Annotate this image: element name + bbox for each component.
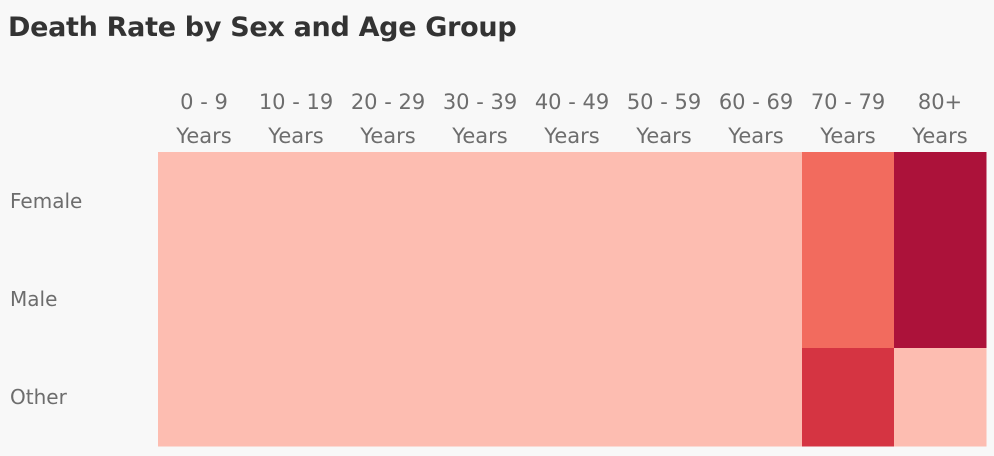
heatmap-cell[interactable] xyxy=(802,250,895,349)
column-labels: 0 - 9 Years 10 - 19 Years 20 - 29 Years 30 - 3… xyxy=(175,90,967,148)
column-label: Years xyxy=(451,124,507,148)
heatmap-cell[interactable] xyxy=(158,348,251,447)
column-label: Years xyxy=(543,124,599,148)
heatmap-cell[interactable] xyxy=(710,348,803,447)
column-label: 70 - 79 xyxy=(811,90,885,114)
heatmap-cell[interactable] xyxy=(342,348,435,447)
column-label: Years xyxy=(819,124,875,148)
heatmap-cell[interactable] xyxy=(434,152,527,251)
heatmap-cell[interactable] xyxy=(618,152,711,251)
row-label: Other xyxy=(10,385,68,409)
column-label: Years xyxy=(911,124,967,148)
column-label: 40 - 49 xyxy=(535,90,609,114)
heatmap-cell[interactable] xyxy=(434,348,527,447)
heatmap-cell[interactable] xyxy=(526,250,619,349)
heatmap-cell[interactable] xyxy=(710,152,803,251)
heatmap-cell[interactable] xyxy=(618,348,711,447)
column-label: Years xyxy=(635,124,691,148)
heatmap-cell[interactable] xyxy=(894,152,987,251)
heatmap-cell[interactable] xyxy=(158,250,251,349)
column-label: 60 - 69 xyxy=(719,90,793,114)
column-label: 30 - 39 xyxy=(443,90,517,114)
heatmap-cell[interactable] xyxy=(618,250,711,349)
heatmap-cell[interactable] xyxy=(158,152,251,251)
column-label: Years xyxy=(359,124,415,148)
heatmap-cell[interactable] xyxy=(802,348,895,447)
column-label: Years xyxy=(727,124,783,148)
column-label: 0 - 9 xyxy=(180,90,228,114)
heatmap-cell[interactable] xyxy=(250,348,343,447)
heatmap-cell[interactable] xyxy=(894,250,987,349)
row-label: Male xyxy=(10,287,57,311)
column-label: 80+ xyxy=(918,90,962,114)
heatmap-cell[interactable] xyxy=(526,348,619,447)
heatmap-cell[interactable] xyxy=(250,152,343,251)
heatmap-cell[interactable] xyxy=(894,348,987,447)
heatmap-cells xyxy=(158,152,987,447)
heatmap-cell[interactable] xyxy=(710,250,803,349)
heatmap-cell[interactable] xyxy=(342,250,435,349)
heatmap-cell[interactable] xyxy=(802,152,895,251)
heatmap-cell[interactable] xyxy=(342,152,435,251)
column-label: 50 - 59 xyxy=(627,90,701,114)
column-label: Years xyxy=(267,124,323,148)
heatmap-cell[interactable] xyxy=(526,152,619,251)
column-label: 10 - 19 xyxy=(259,90,333,114)
heatmap-cell[interactable] xyxy=(434,250,527,349)
column-label: 20 - 29 xyxy=(351,90,425,114)
chart-title: Death Rate by Sex and Age Group xyxy=(8,12,517,43)
heatmap-cell[interactable] xyxy=(250,250,343,349)
row-labels: Female Male Other xyxy=(10,189,82,409)
column-label: Years xyxy=(175,124,231,148)
row-label: Female xyxy=(10,189,82,213)
